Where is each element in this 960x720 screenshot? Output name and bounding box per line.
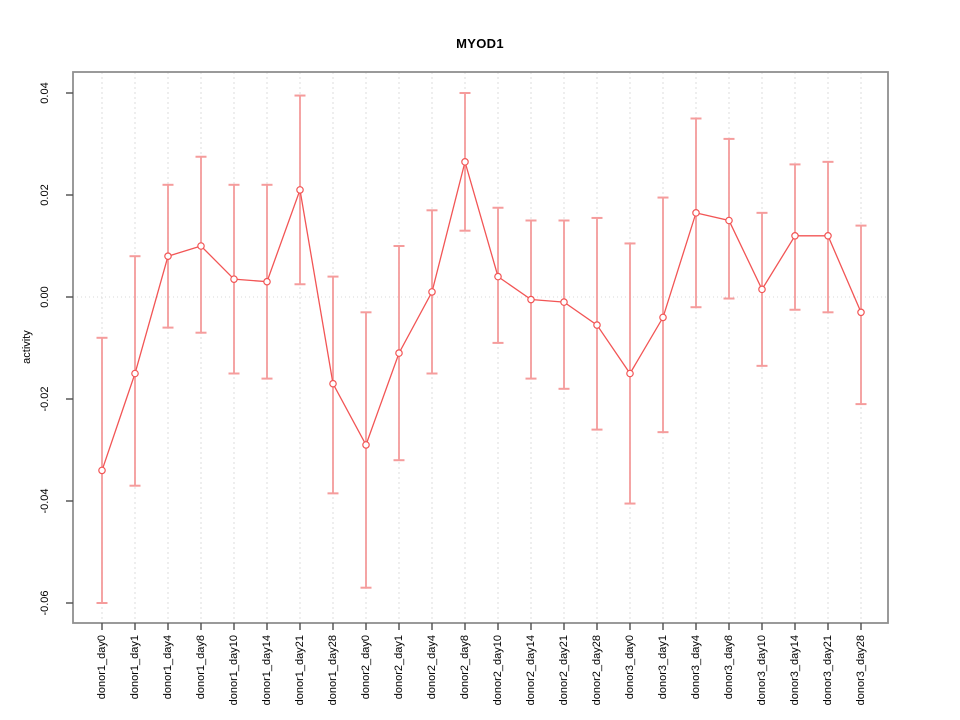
chart-title: MYOD1	[456, 36, 504, 51]
x-tick-label: donor2_day28	[591, 635, 603, 705]
data-point	[494, 272, 502, 281]
series-line	[101, 159, 862, 471]
x-tick-label: donor2_day0	[360, 635, 372, 699]
x-tick-label: donor2_day4	[426, 635, 438, 699]
data-point	[362, 441, 370, 449]
data-point	[296, 186, 304, 194]
x-tick-label: donor1_day14	[261, 635, 273, 705]
x-tick-label: donor3_day0	[624, 635, 636, 699]
data-point	[692, 209, 700, 217]
data-point	[329, 379, 337, 388]
x-tick-label: donor3_day4	[690, 635, 702, 699]
y-tick-label: -0.06	[39, 590, 51, 615]
error-bars	[96, 92, 867, 604]
data-point	[824, 232, 832, 240]
x-tick-label: donor1_day1	[129, 635, 141, 699]
data-point	[560, 298, 568, 306]
gridlines	[73, 72, 888, 623]
x-tick-label: donor2_day1	[393, 635, 405, 699]
data-point	[725, 216, 733, 225]
y-axis: 0.04 0.02 0.00 -0.02 -0.04 -0.06	[39, 82, 73, 616]
x-tick-label: donor3_day21	[822, 635, 834, 705]
data-point	[857, 308, 865, 317]
x-tick-label: donor1_day8	[195, 635, 207, 699]
data-point	[527, 295, 535, 304]
data-points	[98, 158, 865, 475]
x-tick-label: donor2_day14	[525, 635, 537, 705]
data-point	[626, 369, 634, 378]
data-point	[263, 277, 271, 286]
x-tick-label: donor2_day10	[492, 635, 504, 705]
x-tick-label: donor1_day0	[96, 635, 108, 699]
x-axis: donor1_day0 donor1_day1 donor1_day4 donor1_…	[96, 623, 867, 705]
y-tick-label: 0.00	[39, 286, 51, 307]
y-tick-label: -0.04	[39, 488, 51, 513]
x-tick-label: donor2_day21	[558, 635, 570, 705]
y-tick-label: -0.02	[39, 386, 51, 411]
data-point	[131, 369, 139, 378]
data-point	[791, 232, 799, 240]
x-tick-label: donor1_day10	[228, 635, 240, 705]
x-tick-label: donor3_day8	[723, 635, 735, 699]
x-tick-label: donor1_day28	[327, 635, 339, 705]
x-tick-label: donor3_day10	[756, 635, 768, 705]
data-point	[461, 158, 469, 166]
data-point	[230, 275, 238, 283]
x-tick-label: donor2_day8	[459, 635, 471, 699]
data-point	[428, 288, 436, 296]
x-tick-label: donor3_day14	[789, 635, 801, 705]
data-point	[395, 349, 403, 357]
y-tick-label: 0.04	[39, 82, 51, 103]
x-tick-label: donor1_day21	[294, 635, 306, 705]
x-tick-label: donor3_day1	[657, 635, 669, 699]
data-point	[197, 242, 205, 250]
data-point	[593, 321, 601, 329]
data-point	[164, 252, 172, 261]
data-point	[758, 285, 766, 294]
y-tick-label: 0.02	[39, 184, 51, 205]
data-point	[659, 313, 667, 322]
plot-border	[72, 71, 889, 624]
x-tick-label: donor1_day4	[162, 635, 174, 699]
x-tick-label: donor3_day28	[855, 635, 867, 705]
data-point	[98, 466, 106, 475]
